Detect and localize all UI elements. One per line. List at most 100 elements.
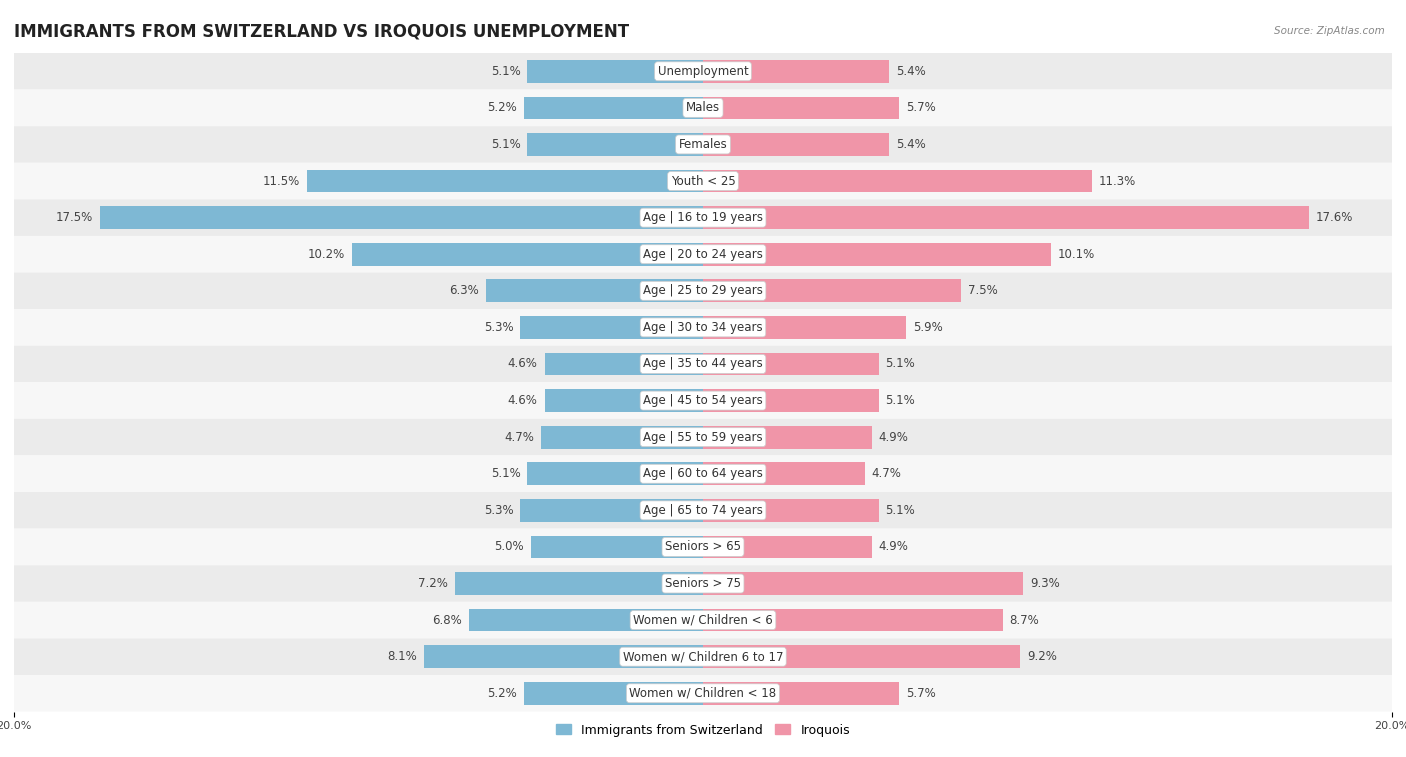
Bar xyxy=(527,463,703,485)
Bar xyxy=(703,133,889,156)
FancyBboxPatch shape xyxy=(0,492,1406,528)
Text: 9.2%: 9.2% xyxy=(1026,650,1057,663)
Text: 17.5%: 17.5% xyxy=(56,211,93,224)
Text: Age | 25 to 29 years: Age | 25 to 29 years xyxy=(643,285,763,298)
FancyBboxPatch shape xyxy=(0,309,1406,346)
Bar xyxy=(703,536,872,558)
FancyBboxPatch shape xyxy=(0,602,1406,638)
Text: 5.1%: 5.1% xyxy=(491,138,520,151)
Bar xyxy=(456,572,703,595)
Text: 4.9%: 4.9% xyxy=(879,540,908,553)
Text: 5.4%: 5.4% xyxy=(896,65,925,78)
Bar xyxy=(425,646,703,668)
Text: 5.2%: 5.2% xyxy=(488,687,517,699)
Text: Women w/ Children < 6: Women w/ Children < 6 xyxy=(633,614,773,627)
Text: 5.3%: 5.3% xyxy=(484,321,513,334)
Text: Age | 35 to 44 years: Age | 35 to 44 years xyxy=(643,357,763,370)
FancyBboxPatch shape xyxy=(0,638,1406,675)
Text: 6.3%: 6.3% xyxy=(450,285,479,298)
Bar xyxy=(100,207,703,229)
Bar xyxy=(527,133,703,156)
Bar xyxy=(703,170,1092,192)
Text: 10.1%: 10.1% xyxy=(1057,248,1095,260)
Text: 8.1%: 8.1% xyxy=(387,650,418,663)
Text: Age | 60 to 64 years: Age | 60 to 64 years xyxy=(643,467,763,480)
Text: 5.1%: 5.1% xyxy=(491,65,520,78)
Text: Seniors > 75: Seniors > 75 xyxy=(665,577,741,590)
Bar xyxy=(703,572,1024,595)
FancyBboxPatch shape xyxy=(0,675,1406,712)
Text: 5.9%: 5.9% xyxy=(912,321,943,334)
Text: 4.6%: 4.6% xyxy=(508,357,537,370)
FancyBboxPatch shape xyxy=(0,273,1406,309)
Text: 5.1%: 5.1% xyxy=(886,357,915,370)
Bar xyxy=(703,279,962,302)
FancyBboxPatch shape xyxy=(0,346,1406,382)
Text: 5.1%: 5.1% xyxy=(491,467,520,480)
Text: 11.3%: 11.3% xyxy=(1099,175,1136,188)
Text: Age | 30 to 34 years: Age | 30 to 34 years xyxy=(643,321,763,334)
Text: 4.6%: 4.6% xyxy=(508,394,537,407)
Bar xyxy=(544,353,703,375)
Text: 5.7%: 5.7% xyxy=(907,687,936,699)
Bar xyxy=(703,207,1309,229)
Bar xyxy=(307,170,703,192)
Text: Youth < 25: Youth < 25 xyxy=(671,175,735,188)
Text: 5.4%: 5.4% xyxy=(896,138,925,151)
Bar xyxy=(703,316,907,338)
Text: IMMIGRANTS FROM SWITZERLAND VS IROQUOIS UNEMPLOYMENT: IMMIGRANTS FROM SWITZERLAND VS IROQUOIS … xyxy=(14,22,630,40)
Bar xyxy=(703,97,900,119)
Text: 5.1%: 5.1% xyxy=(886,394,915,407)
Text: Seniors > 65: Seniors > 65 xyxy=(665,540,741,553)
Bar xyxy=(544,389,703,412)
Text: Women w/ Children < 18: Women w/ Children < 18 xyxy=(630,687,776,699)
Text: Age | 45 to 54 years: Age | 45 to 54 years xyxy=(643,394,763,407)
Text: Females: Females xyxy=(679,138,727,151)
FancyBboxPatch shape xyxy=(0,565,1406,602)
Bar xyxy=(703,389,879,412)
Text: Age | 16 to 19 years: Age | 16 to 19 years xyxy=(643,211,763,224)
Bar xyxy=(527,60,703,83)
Text: Unemployment: Unemployment xyxy=(658,65,748,78)
Bar xyxy=(486,279,703,302)
Bar xyxy=(703,60,889,83)
FancyBboxPatch shape xyxy=(0,419,1406,456)
FancyBboxPatch shape xyxy=(0,456,1406,492)
Text: 17.6%: 17.6% xyxy=(1316,211,1354,224)
Text: Males: Males xyxy=(686,101,720,114)
Bar xyxy=(703,463,865,485)
Text: Women w/ Children 6 to 17: Women w/ Children 6 to 17 xyxy=(623,650,783,663)
Text: 4.9%: 4.9% xyxy=(879,431,908,444)
Text: 5.2%: 5.2% xyxy=(488,101,517,114)
FancyBboxPatch shape xyxy=(0,382,1406,419)
Bar xyxy=(703,682,900,705)
FancyBboxPatch shape xyxy=(0,126,1406,163)
Bar xyxy=(703,499,879,522)
FancyBboxPatch shape xyxy=(0,163,1406,199)
Text: 5.7%: 5.7% xyxy=(907,101,936,114)
Bar xyxy=(524,682,703,705)
Legend: Immigrants from Switzerland, Iroquois: Immigrants from Switzerland, Iroquois xyxy=(551,718,855,742)
Bar xyxy=(468,609,703,631)
Text: 11.5%: 11.5% xyxy=(263,175,299,188)
Bar xyxy=(520,499,703,522)
Text: 5.1%: 5.1% xyxy=(886,504,915,517)
Bar xyxy=(531,536,703,558)
Text: Age | 20 to 24 years: Age | 20 to 24 years xyxy=(643,248,763,260)
Bar xyxy=(703,243,1050,266)
Bar xyxy=(703,609,1002,631)
Text: 5.0%: 5.0% xyxy=(495,540,524,553)
Text: Age | 55 to 59 years: Age | 55 to 59 years xyxy=(643,431,763,444)
Text: 9.3%: 9.3% xyxy=(1031,577,1060,590)
Bar xyxy=(524,97,703,119)
Text: 4.7%: 4.7% xyxy=(872,467,901,480)
FancyBboxPatch shape xyxy=(0,528,1406,565)
Bar xyxy=(703,353,879,375)
Text: Age | 65 to 74 years: Age | 65 to 74 years xyxy=(643,504,763,517)
Text: 4.7%: 4.7% xyxy=(505,431,534,444)
FancyBboxPatch shape xyxy=(0,236,1406,273)
Text: Source: ZipAtlas.com: Source: ZipAtlas.com xyxy=(1274,26,1385,36)
Bar xyxy=(703,426,872,448)
FancyBboxPatch shape xyxy=(0,89,1406,126)
Text: 10.2%: 10.2% xyxy=(308,248,344,260)
